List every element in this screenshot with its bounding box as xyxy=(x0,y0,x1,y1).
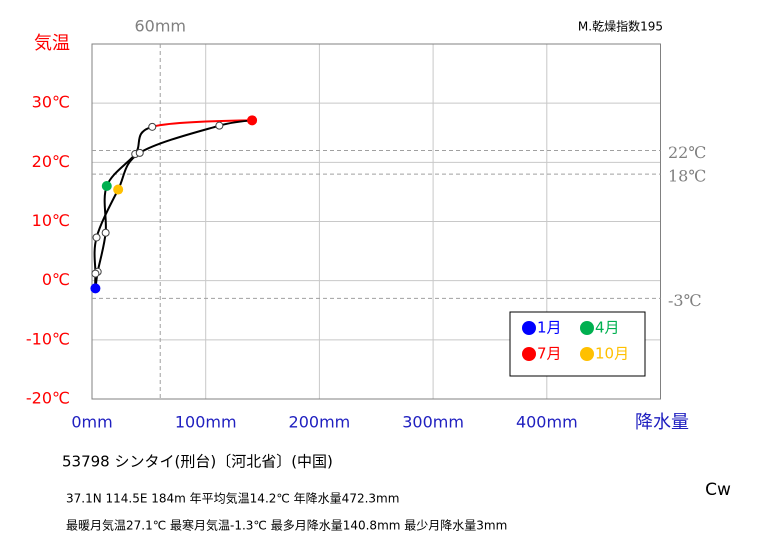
legend-label: 4月 xyxy=(595,319,620,337)
month-point xyxy=(101,181,112,191)
month-point xyxy=(247,115,258,126)
climate: Cw xyxy=(705,480,731,500)
month-point xyxy=(215,121,224,130)
legend-label: 1月 xyxy=(537,319,562,337)
month-point xyxy=(90,283,101,294)
x-tick-label: 300mm xyxy=(402,413,464,432)
y-tick-label: 0℃ xyxy=(42,270,70,289)
reference-label: -3℃ xyxy=(668,291,701,310)
reference-label: 22℃ xyxy=(668,143,706,162)
legend-label: 7月 xyxy=(537,345,562,363)
y-tick-label: 30℃ xyxy=(32,93,70,112)
x-tick-label: 0mm xyxy=(71,413,112,432)
month-point xyxy=(92,233,101,242)
climate-curve xyxy=(117,152,141,191)
legend-marker xyxy=(580,347,594,361)
climate-curve xyxy=(103,185,108,233)
info: 最暖月気温27.1℃ 最寒月気温-1.3℃ 最多月降水量140.8mm 最少月降… xyxy=(66,518,507,533)
y-tick-label: 20℃ xyxy=(32,152,70,171)
legend-marker xyxy=(522,321,536,335)
y-tick-label: -10℃ xyxy=(26,329,70,348)
station: 53798 シンタイ(刑台)〔河北省〕(中国) xyxy=(62,453,333,471)
x-tick-label: 100mm xyxy=(175,413,237,432)
x-title: 降水量 xyxy=(635,412,689,433)
legend-label: 10月 xyxy=(595,345,629,363)
month-point xyxy=(91,269,100,278)
y-tick-label: 10℃ xyxy=(32,211,70,230)
month-point xyxy=(148,122,157,131)
plot-frame xyxy=(91,43,661,400)
reference-label: 18℃ xyxy=(668,167,706,186)
month-point xyxy=(113,184,124,195)
y-tick-label: -20℃ xyxy=(26,389,70,408)
legend-marker xyxy=(522,347,536,361)
y-title: 気温 xyxy=(34,33,70,54)
info: 37.1N 114.5E 184m 年平均気温14.2℃ 年降水量472.3mm xyxy=(66,491,399,506)
legend-marker xyxy=(580,321,594,335)
month-point xyxy=(101,228,110,237)
month-point xyxy=(135,148,144,157)
reference-label: 60mm xyxy=(134,17,186,36)
x-tick-label: 400mm xyxy=(516,413,578,432)
x-tick-label: 200mm xyxy=(289,413,351,432)
index-label: M.乾燥指数195 xyxy=(578,19,663,34)
climate-curve xyxy=(139,124,220,154)
